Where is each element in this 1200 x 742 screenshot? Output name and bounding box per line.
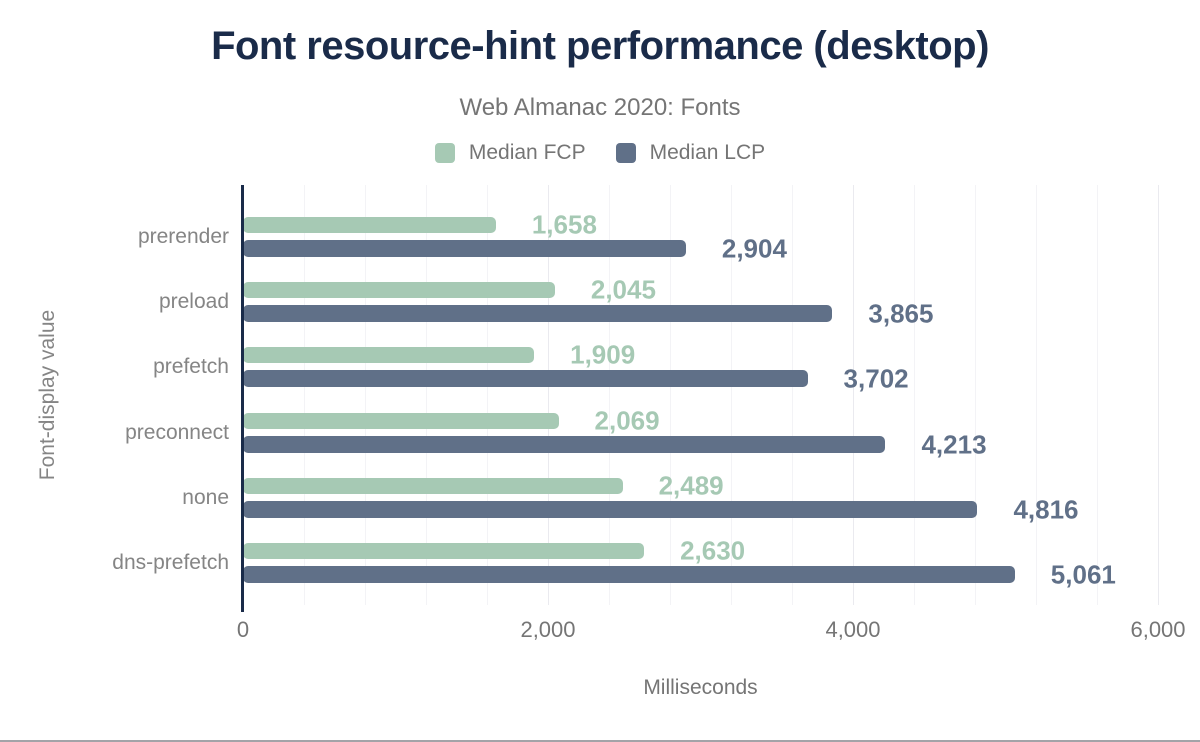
gridline bbox=[731, 185, 732, 605]
fcp-value-label-dns-prefetch: 2,630 bbox=[680, 535, 746, 566]
gridline bbox=[304, 185, 305, 605]
gridline bbox=[426, 185, 427, 605]
gridline bbox=[1158, 185, 1159, 605]
gridline bbox=[1036, 185, 1037, 605]
legend-item-median-fcp: Median FCP bbox=[434, 141, 586, 165]
lcp-bar-prerender bbox=[243, 240, 686, 257]
fcp-bar-prerender bbox=[243, 217, 496, 233]
category-label-prerender: prerender bbox=[137, 225, 229, 248]
fcp-value-label-preload: 2,045 bbox=[590, 274, 656, 305]
gridline bbox=[1097, 185, 1098, 605]
gridline bbox=[670, 185, 671, 605]
gridline bbox=[792, 185, 793, 605]
median-fcp-swatch-icon bbox=[434, 143, 455, 163]
fcp-bar-preload bbox=[243, 282, 555, 298]
gridline bbox=[487, 185, 488, 605]
x-tick-0: 0 bbox=[236, 617, 250, 642]
fcp-bar-dns-prefetch bbox=[243, 543, 645, 559]
fcp-value-label-prefetch: 1,909 bbox=[570, 339, 636, 370]
x-tick-6000: 6,000 bbox=[1130, 617, 1186, 642]
lcp-value-label-prefetch: 3,702 bbox=[843, 363, 909, 394]
gridline bbox=[609, 185, 610, 605]
legend-label-median-fcp: Median FCP bbox=[468, 141, 586, 164]
lcp-bar-preconnect bbox=[243, 436, 886, 453]
category-label-preconnect: preconnect bbox=[125, 421, 229, 444]
lcp-bar-dns-prefetch bbox=[243, 566, 1015, 583]
fcp-bar-none bbox=[243, 478, 623, 494]
chart-subtitle: Web Almanac 2020: Fonts bbox=[459, 94, 741, 121]
plot-area: prerender 1,658 2,904 preload 2,045 3,865 pref… bbox=[112, 185, 1159, 605]
category-label-dns-prefetch: dns-prefetch bbox=[112, 551, 229, 574]
fcp-value-label-none: 2,489 bbox=[658, 470, 724, 501]
fcp-value-label-prerender: 1,658 bbox=[531, 209, 597, 240]
lcp-value-label-preload: 3,865 bbox=[868, 298, 934, 329]
lcp-value-label-preconnect: 4,213 bbox=[921, 429, 987, 460]
lcp-bar-none bbox=[243, 501, 978, 518]
lcp-bar-prefetch bbox=[243, 370, 808, 387]
gridline bbox=[914, 185, 915, 605]
legend: Median FCP Median LCP bbox=[0, 141, 1200, 165]
y-axis-title: Font-display value bbox=[36, 309, 59, 481]
y-axis-line bbox=[241, 185, 244, 612]
category-label-prefetch: prefetch bbox=[153, 355, 229, 378]
gridline bbox=[975, 185, 976, 605]
lcp-value-label-prerender: 2,904 bbox=[721, 233, 787, 264]
category-label-preload: preload bbox=[158, 290, 229, 313]
chart-title: Font resource-hint performance (desktop) bbox=[211, 24, 989, 68]
gridline bbox=[852, 185, 854, 605]
lcp-bar-preload bbox=[243, 305, 833, 322]
x-tick-2000: 2,000 bbox=[520, 617, 576, 642]
x-tick-4000: 4,000 bbox=[825, 617, 881, 642]
median-lcp-swatch-icon bbox=[615, 143, 636, 163]
gridline bbox=[365, 185, 366, 605]
x-axis-title: Milliseconds bbox=[643, 676, 758, 699]
gridline bbox=[547, 185, 549, 605]
x-axis: 0 2,000 4,000 6,000 bbox=[237, 617, 1186, 643]
lcp-value-label-dns-prefetch: 5,061 bbox=[1050, 559, 1116, 590]
legend-item-median-lcp: Median LCP bbox=[615, 141, 766, 165]
lcp-value-label-none: 4,816 bbox=[1013, 494, 1079, 525]
legend-label-median-lcp: Median LCP bbox=[649, 141, 766, 164]
fcp-bar-prefetch bbox=[243, 347, 535, 363]
fcp-bar-preconnect bbox=[243, 413, 559, 429]
fcp-value-label-preconnect: 2,069 bbox=[594, 405, 660, 436]
category-label-none: none bbox=[182, 486, 229, 509]
